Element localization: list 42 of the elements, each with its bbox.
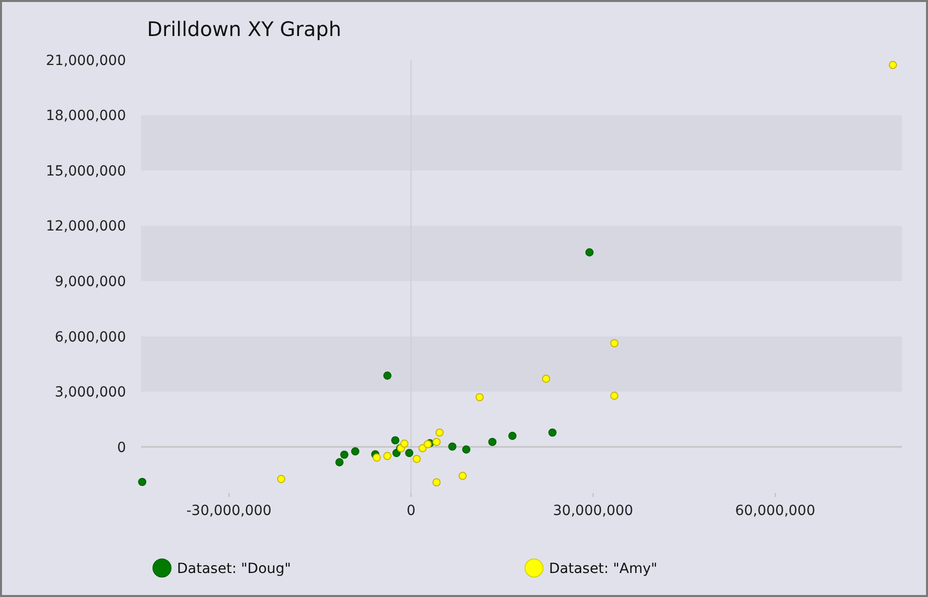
point [448,442,456,451]
y-tick-label: 15,000,000 [46,163,126,180]
point [372,454,381,462]
point [888,60,897,70]
point [585,248,594,256]
point [383,372,392,380]
point [383,452,392,460]
point [508,432,516,440]
x-tick-label: 30,000,000 [553,503,634,519]
legend-label: Dataset: "Doug" [177,560,291,577]
point [335,458,344,466]
point [462,445,470,454]
point [400,440,408,448]
point [476,393,484,402]
y-tick-label: 12,000,000 [46,218,126,235]
point [412,454,421,464]
y-tick-label: 9,000,000 [54,274,126,290]
point [277,474,286,484]
point [488,438,496,446]
y-tick-label: 21,000,000 [46,52,126,69]
point [610,339,618,348]
point [548,428,557,437]
y-tick-label: 3,000,000 [54,384,126,401]
point [351,447,360,456]
point [405,448,414,458]
point [432,438,441,446]
x-tick-label: 0 [406,503,416,519]
y-tick-label: 18,000,000 [46,108,126,124]
point [391,436,400,444]
legend-label: Dataset: "Amy" [549,560,658,577]
x-tick-label: -30,000,000 [186,503,272,519]
point [138,478,146,486]
y-tick-label: 0 [117,440,126,456]
y-tick-label: 6,000,000 [54,329,126,346]
chart-title: Drilldown XY Graph [147,17,342,41]
point [432,478,441,486]
x-tick-label: 60,000,000 [735,503,816,519]
point [610,392,618,400]
point [542,374,550,383]
point [458,472,467,480]
point [340,450,348,459]
point [435,428,444,437]
